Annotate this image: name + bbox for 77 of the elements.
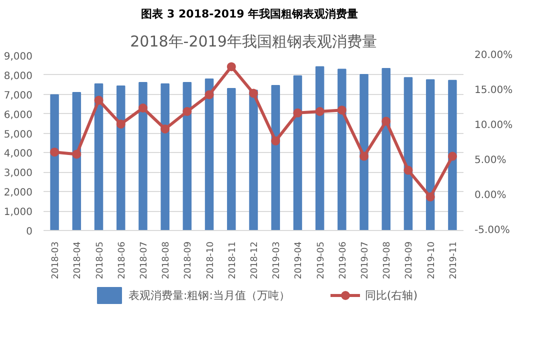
point — [94, 96, 104, 105]
y-tick-label: 4,000 — [4, 148, 33, 160]
point — [50, 148, 60, 157]
y2-tick-label: 20.00% — [474, 50, 513, 61]
legend-label: 表观消费量:粗钢:当月值（万吨） — [128, 288, 290, 302]
y2-tick-label: 5.00% — [474, 155, 506, 166]
bar — [227, 88, 236, 230]
point — [426, 192, 435, 202]
bar — [360, 74, 368, 230]
x-tick-label: 2018-11 — [228, 241, 238, 280]
y-tick-label: 8,000 — [4, 70, 33, 82]
point — [382, 116, 391, 126]
point — [72, 150, 82, 159]
x-tick-label: 2019-10 — [426, 241, 437, 280]
bar — [448, 80, 457, 230]
y-tick-label: 3,000 — [4, 168, 33, 180]
x-tick-label: 2019-04 — [294, 241, 304, 280]
point — [448, 152, 457, 161]
y-tick-label: 1,000 — [4, 207, 33, 218]
x-tick-label: 2019-11 — [448, 241, 459, 280]
x-tick-label: 2019-05 — [316, 241, 326, 280]
x-tick-label: 2018-06 — [117, 241, 128, 280]
point — [204, 90, 214, 100]
bar — [271, 84, 280, 230]
x-tick-label: 2019-03 — [272, 241, 282, 280]
y2-tick-label: -5.00% — [474, 225, 510, 236]
chart-subtitle: 图表 3 2018-2019 年我国粗钢表观消费量 — [141, 8, 358, 20]
legend-label: 同比(右轴) — [364, 288, 418, 302]
x-tick-label: 2018-03 — [51, 241, 62, 280]
bar — [182, 82, 192, 230]
bar — [72, 92, 82, 230]
y-tick-label: 7,000 — [4, 90, 33, 102]
y2-tick-label: 0.00% — [474, 190, 506, 201]
x-tick-label: 2018-05 — [95, 241, 106, 280]
y-tick-label: 9,000 — [4, 52, 33, 62]
x-tick-label: 2018-09 — [184, 241, 194, 280]
y-tick-label: 2,000 — [4, 188, 33, 199]
bar — [249, 90, 258, 230]
bar — [426, 79, 435, 230]
x-tick-label: 2019-09 — [404, 241, 415, 280]
x-tick-label: 2018-07 — [139, 241, 150, 280]
x-tick-label: 2019-07 — [360, 241, 371, 280]
y2-tick-label: 15.00% — [474, 85, 513, 96]
point — [271, 136, 280, 146]
chart-title: 2018年-2019年我国粗钢表观消费量 — [130, 32, 377, 50]
bar — [138, 82, 148, 230]
point — [160, 124, 170, 134]
point — [404, 166, 413, 175]
bar — [315, 66, 324, 230]
point — [249, 88, 258, 98]
bar — [338, 68, 346, 230]
bar — [382, 68, 390, 230]
point — [116, 120, 126, 129]
bar — [404, 77, 413, 230]
bar — [204, 78, 214, 230]
bar — [116, 86, 126, 230]
x-tick-label: 2018-12 — [250, 241, 260, 280]
bar — [94, 83, 104, 230]
bar — [160, 83, 170, 230]
x-tick-label: 2018-08 — [162, 241, 172, 280]
x-tick-label: 2018-04 — [73, 241, 84, 280]
x-tick-label: 2019-06 — [338, 241, 348, 280]
point — [315, 107, 324, 116]
point — [293, 108, 302, 118]
y-tick-label: 6,000 — [4, 110, 33, 121]
y2-tick-label: 10.00% — [474, 120, 513, 131]
bar — [50, 94, 59, 230]
point — [138, 104, 148, 112]
y-tick-label: 5,000 — [4, 129, 33, 140]
point — [337, 106, 346, 115]
point — [360, 152, 369, 161]
point — [182, 107, 192, 116]
bar — [293, 75, 302, 230]
y-tick-label: 0 — [26, 226, 33, 238]
x-tick-label: 2019-08 — [382, 241, 393, 280]
x-tick-label: 2018-10 — [206, 241, 216, 280]
point — [226, 62, 236, 72]
